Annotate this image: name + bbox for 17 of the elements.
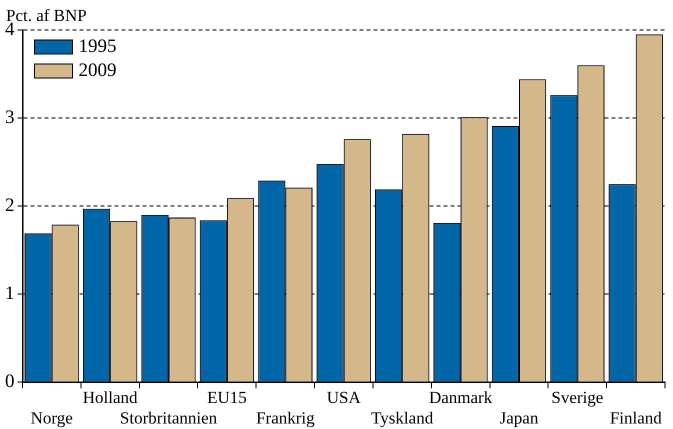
x-tick-label: Danmark [428,388,493,407]
x-tick-label: USA [326,388,362,407]
x-tick-label: Japan [500,408,539,428]
y-tick-label: 0 [5,371,14,392]
x-tick-label: Tyskland [371,408,434,428]
x-tick-label: Storbritannien [120,408,218,428]
x-tick-label: Frankrig [256,408,316,428]
x-tick-label: Norge [30,408,73,428]
y-tick-label: 2 [5,195,14,216]
y-tick-label: 3 [5,107,14,128]
legend-label: 1995 [78,36,116,57]
x-tick-label: EU15 [207,388,247,407]
x-tick-label: Finland [610,408,662,428]
x-tick-label: Sverige [551,388,604,407]
x-tick-label: Holland [82,388,138,407]
legend-label: 2009 [78,60,116,81]
y-tick-label: 1 [5,283,14,304]
